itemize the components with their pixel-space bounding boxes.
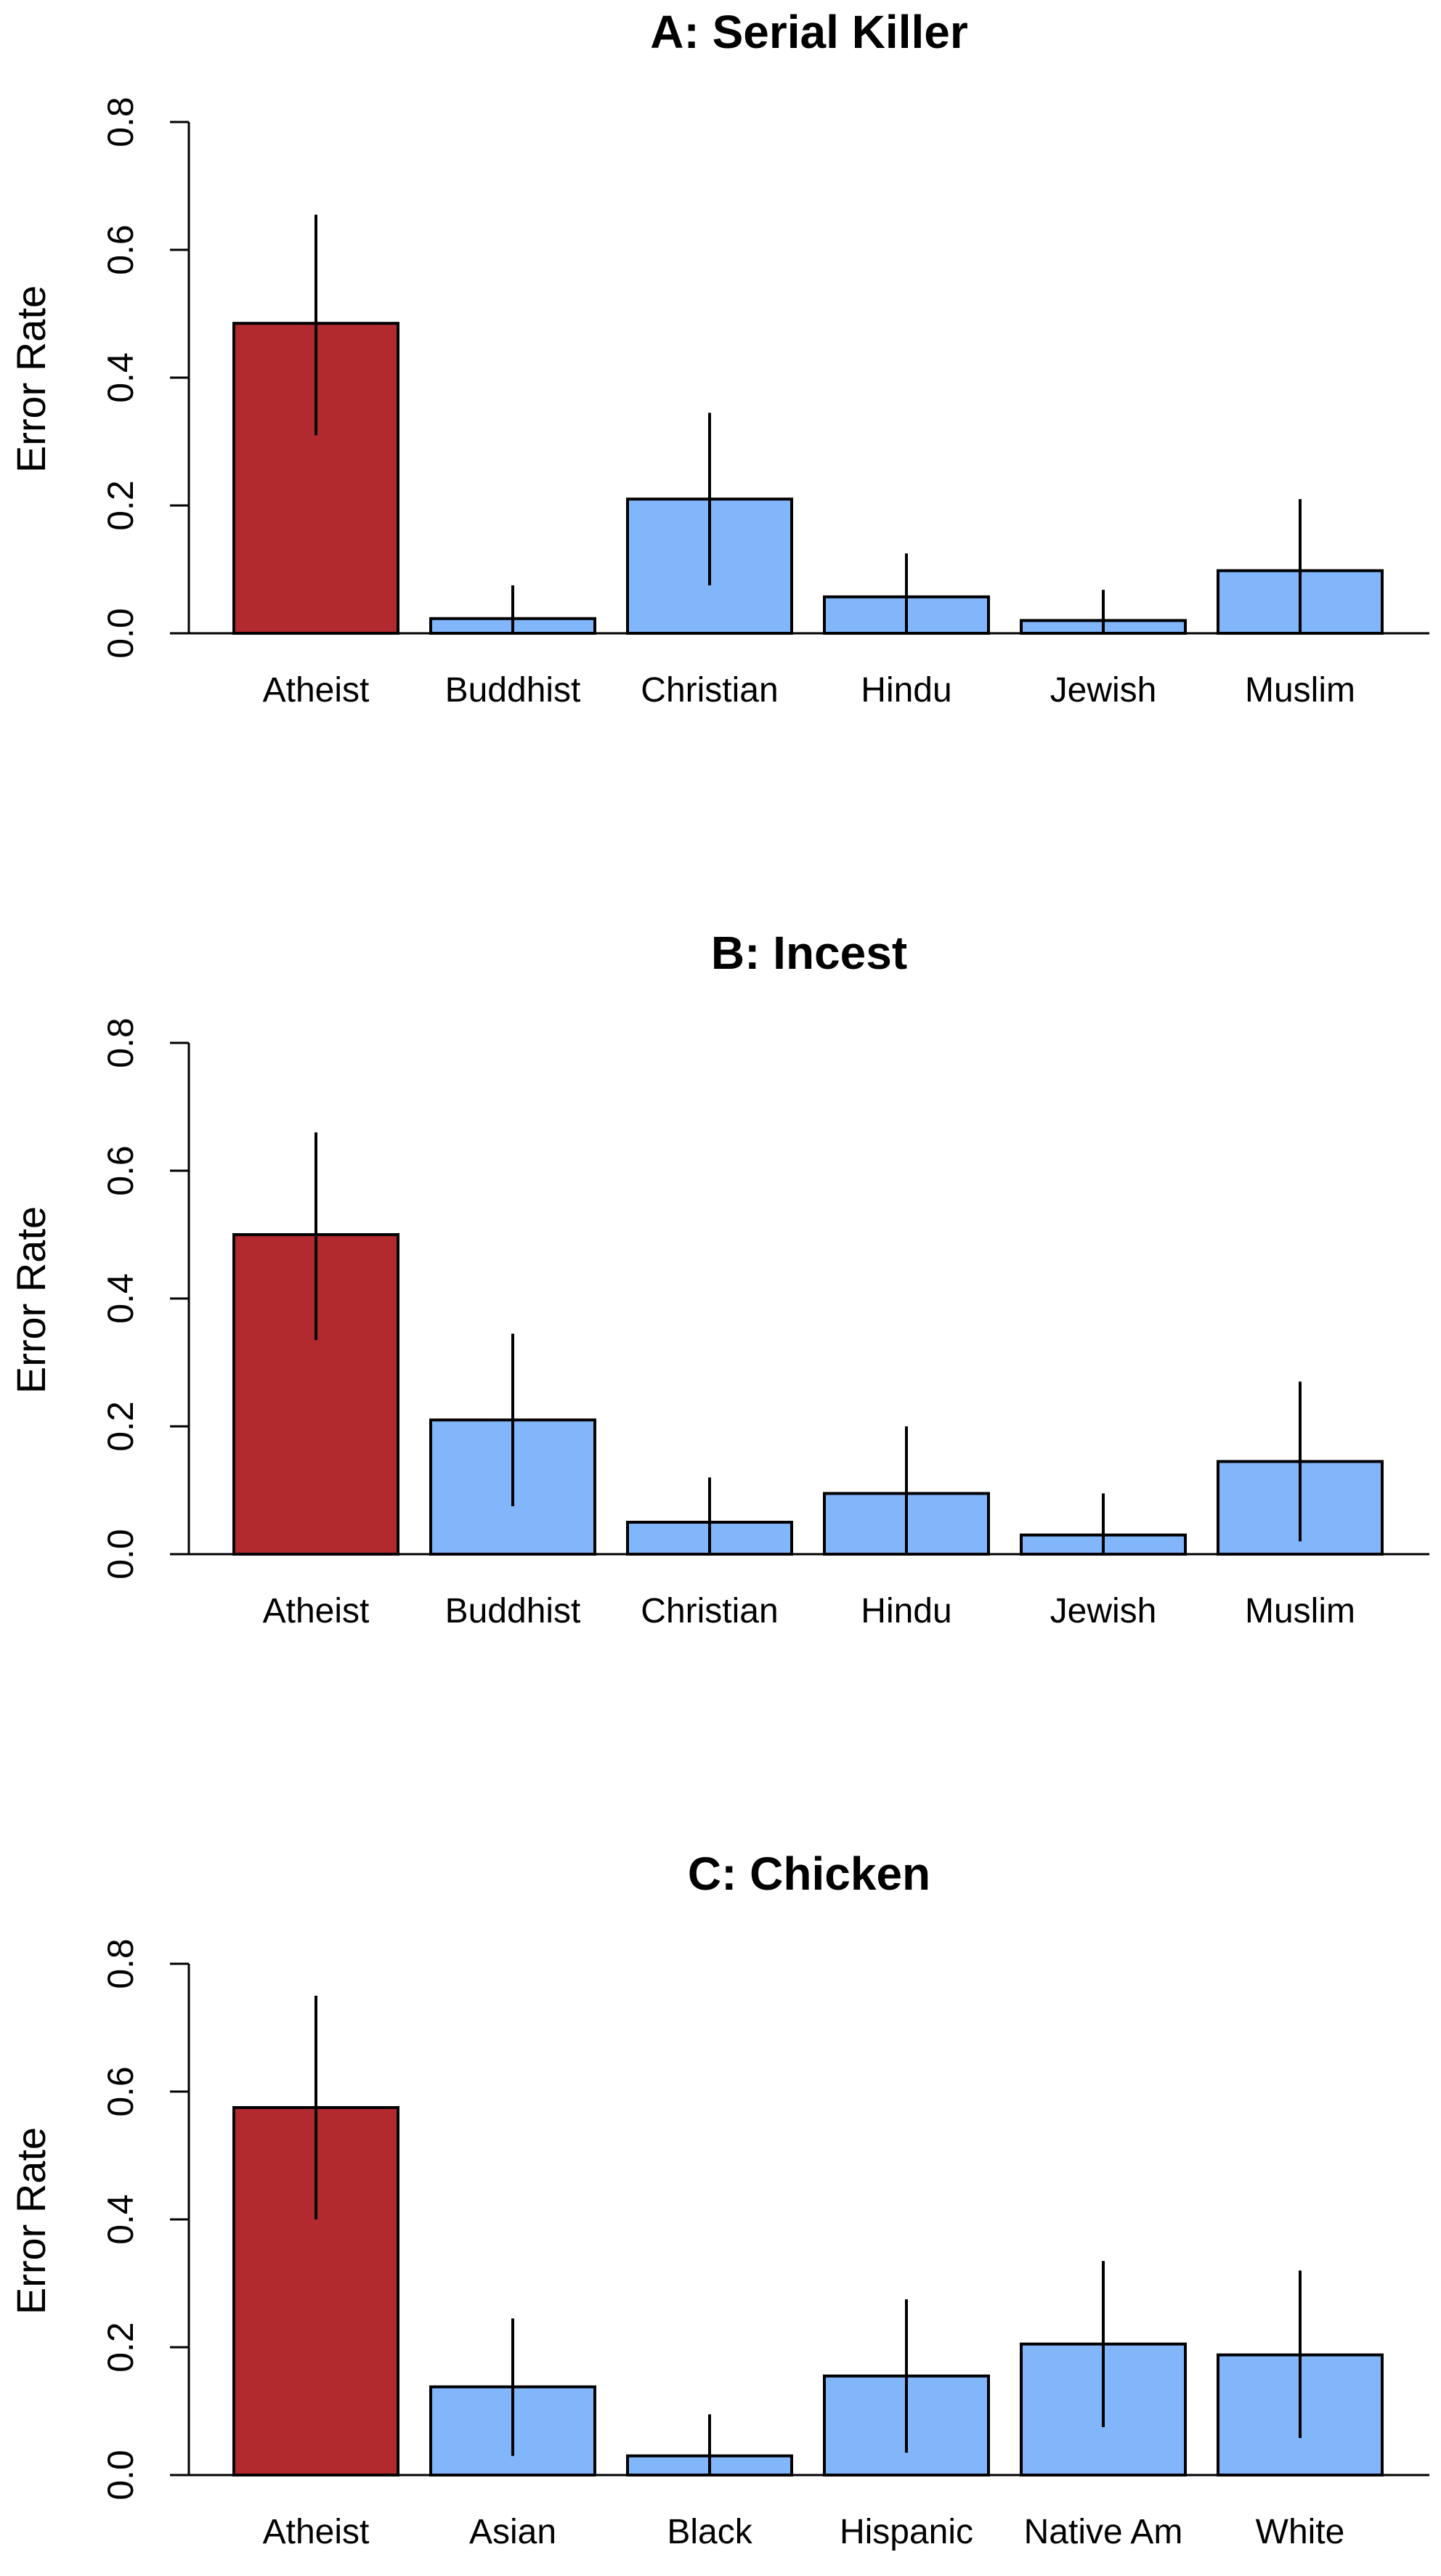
y-axis-label: Error Rate <box>8 2127 54 2315</box>
y-tick-label: 0.6 <box>100 224 141 275</box>
y-tick-label: 0.4 <box>100 1273 141 1324</box>
x-category-label: Muslim <box>1245 671 1355 710</box>
x-category-label: Asian <box>469 2513 556 2551</box>
y-tick-label: 0.8 <box>100 97 141 147</box>
x-category-label: Christian <box>641 671 778 710</box>
y-tick-label: 0.4 <box>100 352 141 403</box>
chart-title: C: Chicken <box>688 1848 930 1900</box>
x-category-label: Atheist <box>263 2513 370 2551</box>
x-category-label: Native Am <box>1024 2513 1183 2551</box>
y-tick-label: 0.2 <box>100 480 141 531</box>
chart-panel-3: C: Chicken Error Rate 0.0 0.2 0.4 0.6 0.8 Athei… <box>8 1848 1429 2551</box>
x-category-label: Buddhist <box>445 671 581 710</box>
x-category-label: Jewish <box>1050 671 1157 710</box>
x-category-label: Jewish <box>1050 1592 1157 1630</box>
chart-title: A: Serial Killer <box>650 6 968 58</box>
y-tick-label: 0.0 <box>100 1529 141 1580</box>
x-category-label: Hindu <box>861 1592 951 1630</box>
y-tick-label: 0.6 <box>100 1145 141 1196</box>
y-axis-label: Error Rate <box>8 1206 54 1394</box>
y-tick-label: 0.0 <box>100 2450 141 2500</box>
x-category-label: Hispanic <box>840 2513 973 2551</box>
x-category-label: Atheist <box>263 671 370 710</box>
x-category-label: Christian <box>641 1592 778 1630</box>
y-axis-label: Error Rate <box>8 285 54 473</box>
y-tick-label: 0.2 <box>100 1401 141 1452</box>
x-category-label: Black <box>667 2513 752 2551</box>
y-tick-label: 0.0 <box>100 608 141 659</box>
x-category-label: Atheist <box>263 1592 370 1630</box>
y-tick-label: 0.4 <box>100 2194 141 2245</box>
x-category-label: Muslim <box>1245 1592 1355 1630</box>
y-tick-label: 0.8 <box>100 1017 141 1068</box>
y-tick-label: 0.6 <box>100 2066 141 2117</box>
x-category-label: White <box>1256 2513 1345 2551</box>
chart-panel-1: A: Serial Killer Error Rate 0.0 0.2 0.4 0.6 0.… <box>8 6 1429 710</box>
x-category-label: Buddhist <box>445 1592 581 1630</box>
x-category-label: Hindu <box>861 671 951 710</box>
chart-title: B: Incest <box>711 927 907 979</box>
y-tick-label: 0.8 <box>100 1938 141 1989</box>
chart-panel-2: B: Incest Error Rate 0.0 0.2 0.4 0.6 0.8 Atheis… <box>8 927 1429 1630</box>
y-tick-label: 0.2 <box>100 2322 141 2373</box>
